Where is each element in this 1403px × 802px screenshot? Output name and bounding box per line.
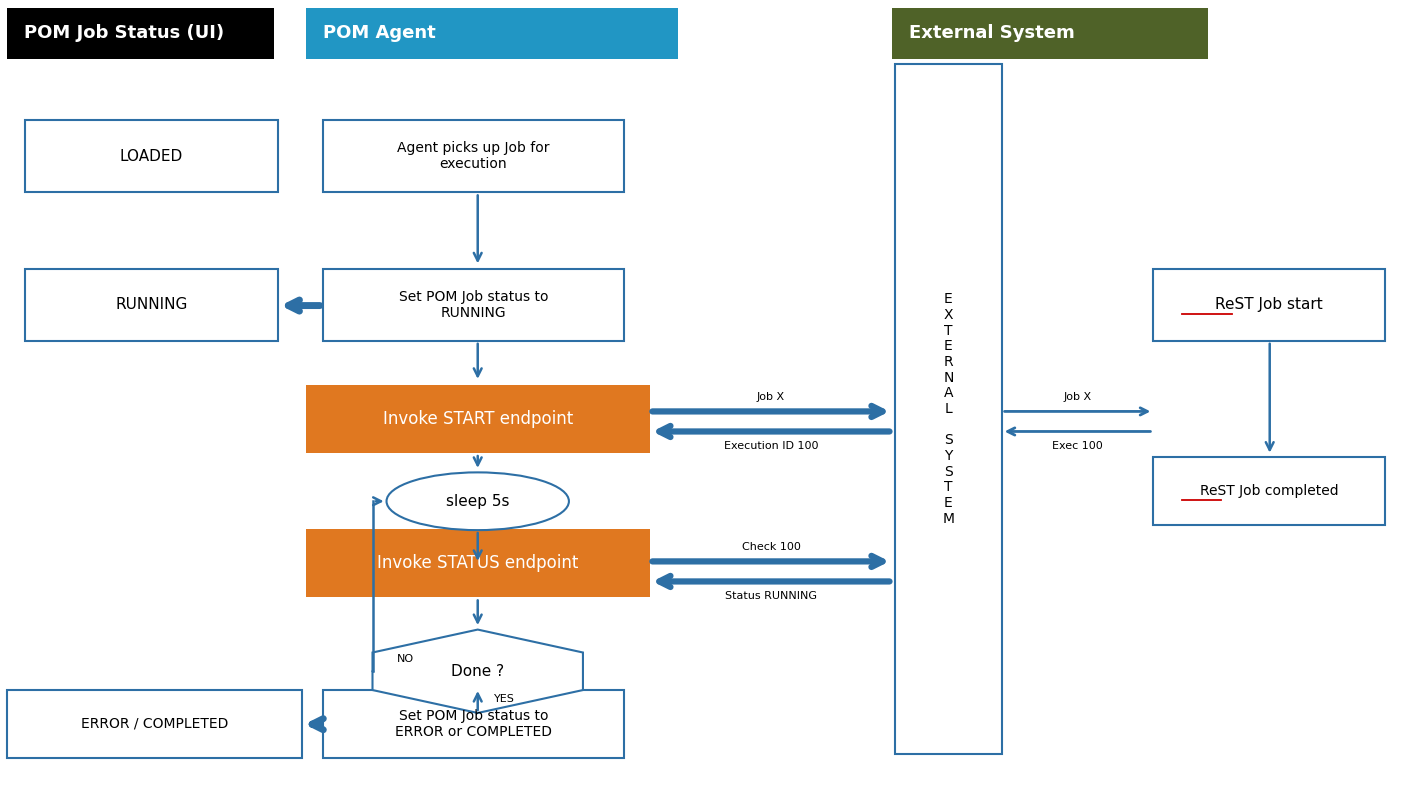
Text: Invoke STATUS endpoint: Invoke STATUS endpoint [377,554,578,573]
FancyBboxPatch shape [7,690,302,758]
Text: RUNNING: RUNNING [115,298,188,312]
Text: Check 100: Check 100 [742,542,800,552]
Text: ERROR / COMPLETED: ERROR / COMPLETED [80,717,229,731]
Text: NO: NO [397,654,414,664]
FancyBboxPatch shape [306,385,650,453]
Text: Set POM Job status to
RUNNING: Set POM Job status to RUNNING [398,290,549,320]
Text: sleep 5s: sleep 5s [446,494,509,508]
Text: LOADED: LOADED [119,149,184,164]
FancyBboxPatch shape [1153,457,1385,525]
Polygon shape [373,630,584,713]
Text: Done ?: Done ? [452,664,504,678]
FancyBboxPatch shape [306,8,678,59]
Text: External System: External System [909,24,1075,43]
Text: Agent picks up Job for
execution: Agent picks up Job for execution [397,141,550,172]
FancyBboxPatch shape [25,269,278,341]
Text: E
X
T
E
R
N
A
L
 
S
Y
S
T
E
M: E X T E R N A L S Y S T E M [943,293,954,525]
FancyBboxPatch shape [892,8,1208,59]
FancyBboxPatch shape [323,120,624,192]
Text: POM Job Status (UI): POM Job Status (UI) [24,24,224,43]
Text: Execution ID 100: Execution ID 100 [724,441,818,451]
Text: Set POM Job status to
ERROR or COMPLETED: Set POM Job status to ERROR or COMPLETED [396,709,551,739]
Text: Status RUNNING: Status RUNNING [725,591,817,601]
FancyBboxPatch shape [895,64,1002,754]
Text: Exec 100: Exec 100 [1052,441,1103,451]
Text: YES: YES [494,695,515,704]
FancyBboxPatch shape [323,690,624,758]
Text: ReST Job start: ReST Job start [1215,298,1323,312]
Text: Job X: Job X [756,392,786,402]
Text: ReST Job completed: ReST Job completed [1200,484,1338,498]
FancyBboxPatch shape [7,8,274,59]
FancyBboxPatch shape [25,120,278,192]
Text: POM Agent: POM Agent [323,24,435,43]
FancyBboxPatch shape [323,269,624,341]
Text: Invoke START endpoint: Invoke START endpoint [383,410,572,428]
FancyBboxPatch shape [1153,269,1385,341]
FancyBboxPatch shape [306,529,650,597]
Text: Job X: Job X [1063,392,1092,402]
Ellipse shape [387,472,570,530]
